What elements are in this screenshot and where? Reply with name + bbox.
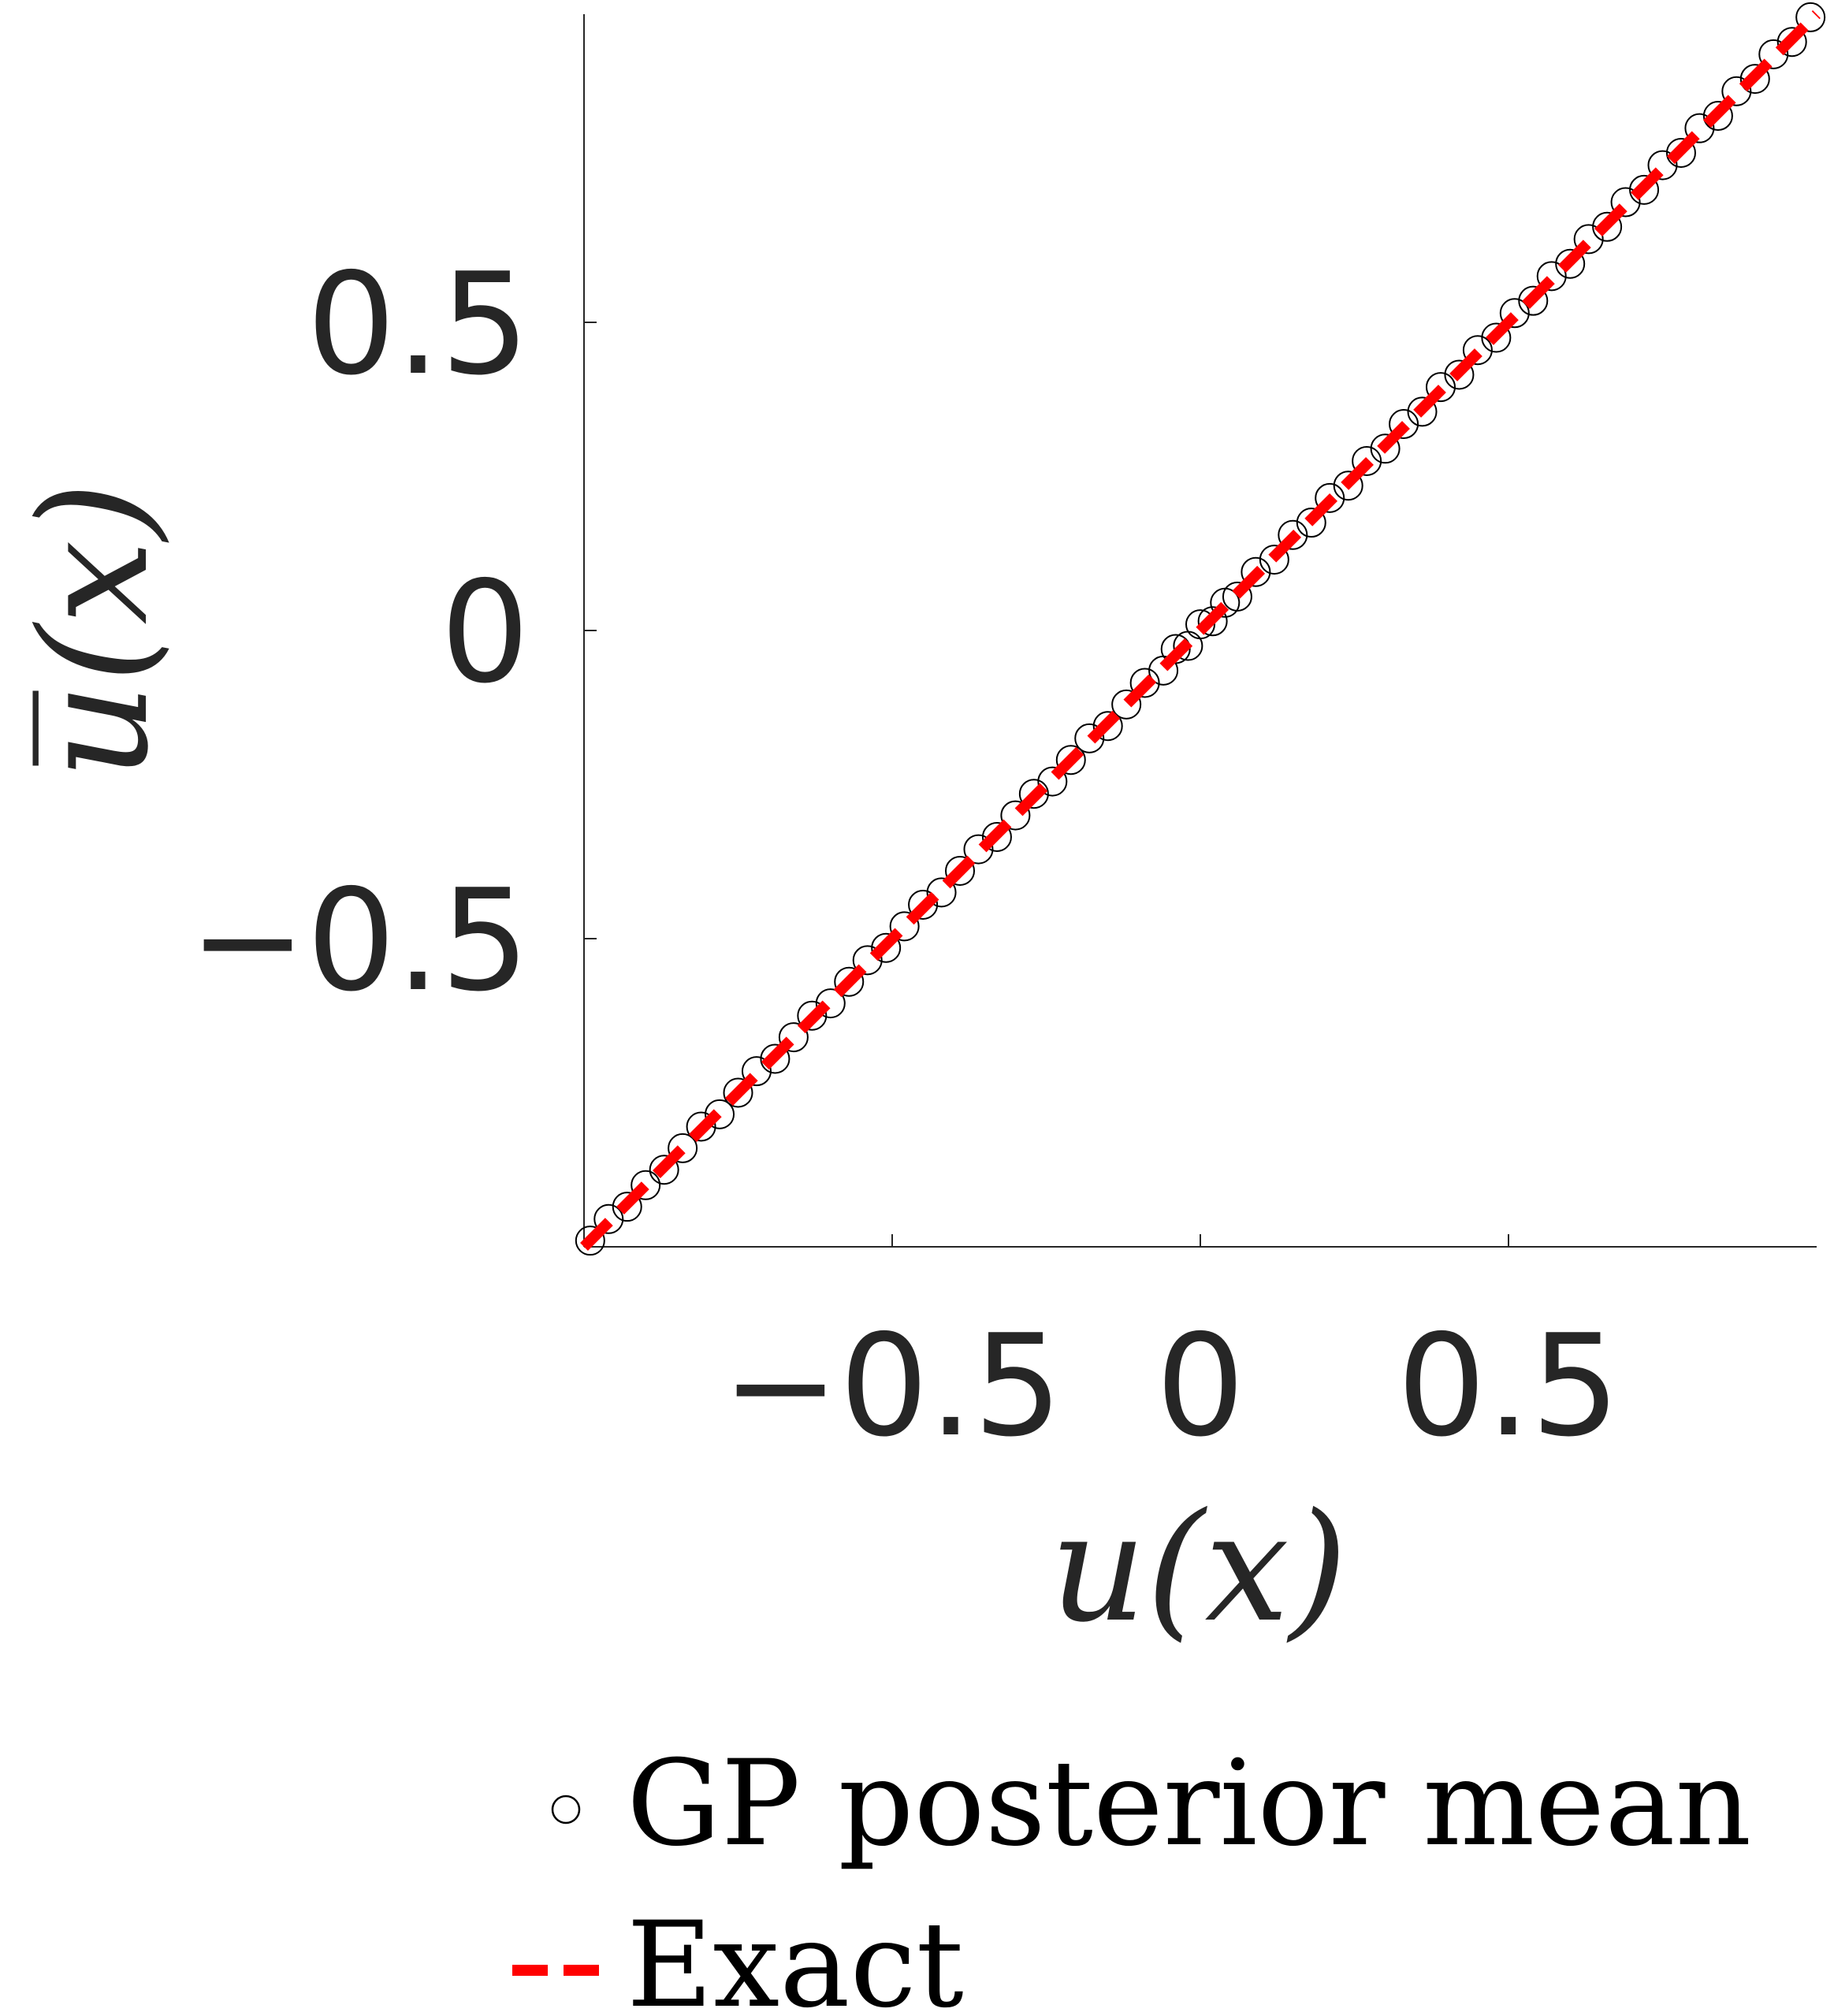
scatter-point bbox=[1721, 76, 1752, 106]
scatter-point bbox=[723, 1077, 753, 1108]
exact-line bbox=[580, 10, 1821, 1251]
scatter-point bbox=[1278, 519, 1308, 550]
scatter-point bbox=[963, 834, 994, 865]
scatter-point bbox=[871, 932, 902, 963]
scatter-point bbox=[1407, 396, 1438, 427]
scatter-point bbox=[889, 911, 920, 942]
scatter-point bbox=[1702, 101, 1733, 132]
legend: GP posterior mean Exact bbox=[512, 1735, 1751, 2016]
scatter-point bbox=[1536, 261, 1567, 292]
scatter-series bbox=[575, 2, 1826, 1256]
scatter-point bbox=[741, 1056, 772, 1087]
scatter-point bbox=[705, 1099, 735, 1129]
scatter-point bbox=[1074, 723, 1105, 753]
scatter-point bbox=[631, 1170, 661, 1200]
scatter-point bbox=[1315, 482, 1345, 513]
y-axis-label: u̅(x) bbox=[7, 482, 181, 779]
scatter-point bbox=[797, 1000, 828, 1031]
scatter-point bbox=[1370, 433, 1401, 464]
y-tick-label: 0.5 bbox=[307, 243, 530, 406]
scatter-point bbox=[1111, 689, 1142, 720]
scatter-point bbox=[1758, 39, 1789, 69]
scatter-point bbox=[1518, 285, 1549, 316]
x-tick-label: 0 bbox=[1155, 1304, 1244, 1467]
scatter-point bbox=[981, 821, 1012, 852]
scatter-point bbox=[815, 988, 846, 1019]
scatter-point bbox=[1629, 174, 1660, 205]
legend-label-gp-posterior-mean: GP posterior mean bbox=[627, 1735, 1751, 1873]
scatter-point bbox=[1555, 248, 1586, 279]
scatter-point bbox=[1241, 556, 1271, 587]
scatter-point bbox=[1610, 187, 1641, 218]
scatter-point bbox=[1000, 800, 1031, 831]
ticks: −0.5 0 0.5 −0.5 0 0.5 bbox=[189, 243, 1620, 1467]
scatter-point bbox=[1055, 745, 1086, 776]
scatter-point bbox=[686, 1111, 716, 1142]
scatter-point bbox=[1259, 545, 1289, 575]
scatter-point bbox=[760, 1043, 791, 1074]
y-tick-label: −0.5 bbox=[189, 859, 530, 1022]
scatter-point bbox=[1389, 409, 1419, 440]
scatter-point bbox=[1647, 150, 1678, 180]
scatter-point bbox=[1296, 508, 1326, 538]
scatter-point bbox=[1481, 322, 1512, 353]
exact-line-series bbox=[580, 10, 1821, 1251]
x-axis-label: u(x) bbox=[1050, 1481, 1348, 1655]
scatter-point bbox=[668, 1133, 698, 1163]
legend-label-exact: Exact bbox=[627, 1897, 964, 2016]
scatter-point bbox=[1425, 372, 1456, 403]
scatter-point bbox=[1739, 64, 1770, 95]
scatter-point bbox=[575, 1226, 605, 1256]
legend-circle-marker-icon bbox=[551, 1795, 581, 1824]
scatter-point bbox=[945, 855, 976, 886]
x-tick-label: 0.5 bbox=[1397, 1304, 1620, 1467]
scatter-point bbox=[1665, 137, 1696, 168]
scatter-point bbox=[1592, 211, 1623, 242]
scatter-point bbox=[1222, 581, 1252, 612]
scatter-point bbox=[1160, 634, 1191, 664]
scatter-point bbox=[1444, 359, 1475, 390]
scatter-point bbox=[1684, 113, 1715, 143]
scatter-point bbox=[1573, 224, 1604, 255]
scatter-point bbox=[852, 945, 883, 976]
scatter-point bbox=[1037, 766, 1068, 797]
x-tick-label: −0.5 bbox=[722, 1304, 1062, 1467]
scatter-point bbox=[1092, 711, 1123, 742]
scatter-point bbox=[1499, 298, 1530, 329]
scatter-point bbox=[908, 889, 939, 920]
scatter-point bbox=[649, 1155, 679, 1185]
scatter-point bbox=[926, 877, 957, 908]
scatter-point bbox=[1197, 606, 1228, 637]
scatter-point bbox=[1795, 2, 1826, 32]
scatter-point bbox=[612, 1192, 642, 1222]
scatter-point bbox=[834, 966, 865, 997]
scatter-point bbox=[1129, 668, 1160, 698]
scatter-point bbox=[1352, 445, 1382, 476]
scatter-point bbox=[778, 1022, 809, 1053]
scatter-point bbox=[1776, 27, 1807, 58]
scatter-point bbox=[1185, 609, 1215, 640]
scatter-point bbox=[1462, 335, 1493, 366]
scatter-point bbox=[1018, 779, 1049, 809]
y-tick-label: 0 bbox=[441, 551, 530, 714]
scatter-point bbox=[593, 1203, 624, 1234]
scatter-point bbox=[1333, 471, 1363, 501]
